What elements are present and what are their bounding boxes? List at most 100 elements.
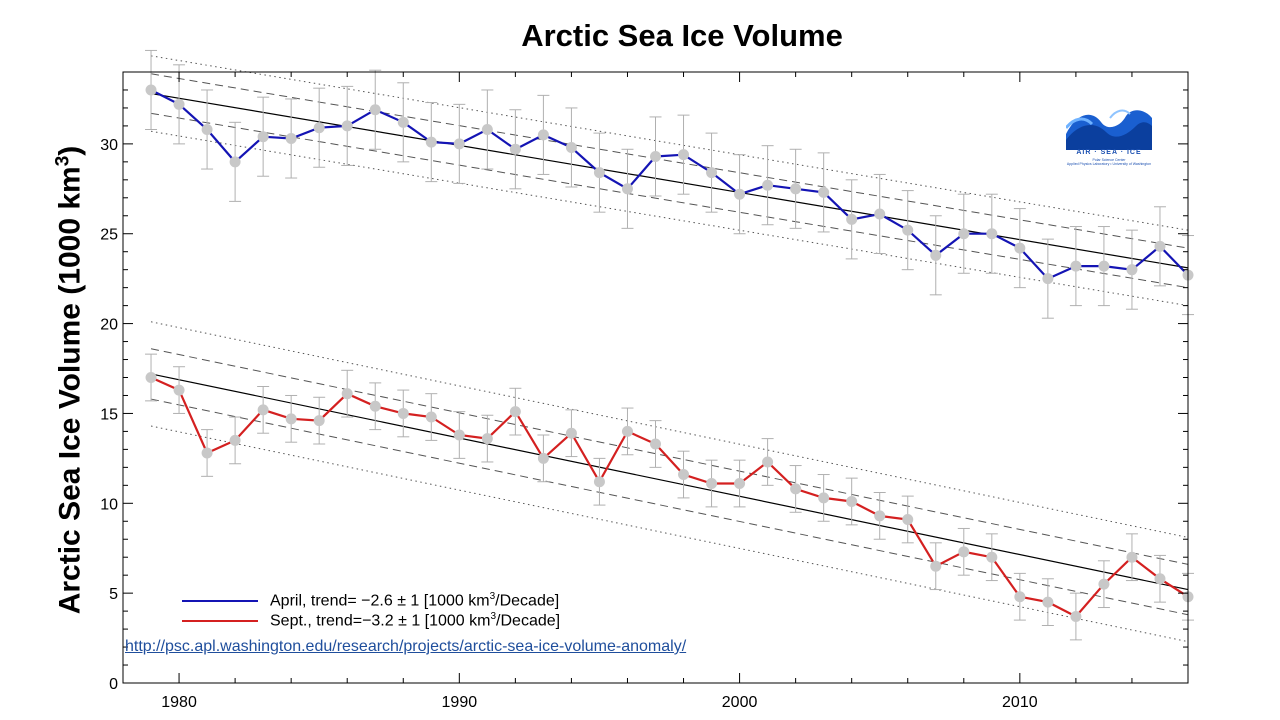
april-data-point [790,183,802,195]
april-data-point [1070,260,1082,272]
y-tick-label: 25 [100,227,118,244]
april-data-point [453,138,465,150]
sept-data-point [593,476,605,488]
april-data-point [369,104,381,116]
april-data-point [818,186,830,198]
april-series-line [150,89,1189,281]
sept-data-point [1070,611,1082,623]
sept-data-point [565,427,577,439]
april-data-point [257,131,269,143]
april-data-point [341,120,353,132]
sept-dashed-band [150,398,1189,616]
april-dotted-band [150,130,1189,307]
sept-data-point [229,434,241,446]
air-sea-ice-logo: AIR · SEA · ICE Polar Science Center Appl… [1064,104,1152,170]
legend-item-sept: Sept., trend=−3.2 ± 1 [1000 km3/Decade] [182,611,560,631]
april-data-point [678,149,690,161]
sept-data-point [509,406,521,418]
sept-data-point [537,452,549,464]
y-tick-label: 0 [109,676,118,693]
sept-data-point [734,478,746,490]
source-link[interactable]: http://psc.apl.washington.edu/research/p… [125,638,687,655]
april-data-point [734,188,746,200]
sept-data-point [818,492,830,504]
legend-label-april: April, trend= −2.6 ± 1 [1000 km3/Decade] [270,591,560,610]
x-tick-label: 2000 [722,694,758,711]
x-tick-label: 1990 [442,694,478,711]
april-trend-line [150,92,1189,269]
sept-data-point [986,551,998,563]
sept-data-point [481,433,493,445]
chart-title: Arctic Sea Ice Volume [521,18,843,53]
sept-data-point [369,400,381,412]
wave-icon [1064,104,1152,150]
sept-data-point [201,447,213,459]
april-data-point [481,124,493,136]
sept-data-point [173,384,185,396]
april-data-point [593,167,605,179]
april-data-point [565,141,577,153]
april-dashed-band [150,73,1189,249]
sept-series-line [150,376,1189,618]
april-data-point [1014,242,1026,254]
logo-text: AIR · SEA · ICE [1076,149,1142,156]
sept-data-point [1154,573,1166,585]
april-data-point [537,129,549,141]
sept-data-point [285,413,297,425]
sept-data-point [678,469,690,481]
april-dashed-band [150,112,1189,289]
sept-data-point [1042,596,1054,608]
sept-data-point [958,546,970,558]
april-data-point [650,150,661,162]
april-data-point [986,228,998,240]
april-data-point [145,84,157,96]
y-tick-label: 20 [100,317,118,334]
april-data-point [902,224,914,236]
april-dotted-band [150,55,1189,231]
april-data-point [706,167,718,179]
sept-data-point [257,404,269,416]
sept-data-point [650,438,661,450]
sept-data-point [621,425,633,437]
april-data-point [313,122,325,134]
y-tick-label: 10 [100,496,118,513]
april-data-point [1098,260,1110,272]
sept-data-point [1014,591,1026,603]
sept-data-point [145,372,157,383]
sept-data-point [762,456,774,468]
april-data-point [201,124,213,136]
sept-data-point [453,429,465,441]
legend-line-sept [182,620,258,622]
april-data-point [846,213,858,225]
april-data-point [621,183,633,195]
legend-item-april: April, trend= −2.6 ± 1 [1000 km3/Decade] [182,591,559,611]
sept-dashed-band [150,348,1189,565]
sept-data-point [397,407,409,419]
april-data-point [229,156,241,168]
sept-data-point [341,388,353,400]
april-data-point [173,98,185,110]
y-tick-label: 30 [100,137,118,154]
april-data-point [285,132,297,144]
logo-subtitle: Polar Science Center Applied Physics Labo… [1066,158,1152,166]
april-data-point [762,179,774,191]
sept-dotted-band [150,321,1189,538]
sept-data-point [874,510,886,522]
april-data-point [1154,240,1166,252]
sept-data-point [902,513,914,525]
april-data-point [509,143,521,155]
sept-data-point [930,560,942,572]
april-data-point [958,228,970,240]
sept-data-point [1098,578,1110,590]
april-data-point [874,208,886,220]
april-data-point [1042,273,1054,285]
april-data-point [425,136,437,148]
x-tick-label: 2010 [1002,694,1038,711]
sept-data-point [846,495,858,507]
sept-data-point [706,478,718,490]
april-data-point [397,116,409,128]
april-data-point [930,249,942,261]
sept-trend-line [150,373,1189,591]
legend-label-sept: Sept., trend=−3.2 ± 1 [1000 km3/Decade] [270,611,561,630]
